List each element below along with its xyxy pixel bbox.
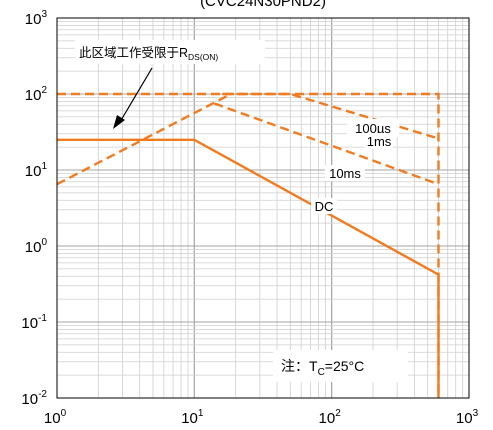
x-tick-label: 102 xyxy=(319,408,342,427)
plot-frame xyxy=(56,17,470,399)
x-tick-label: 101 xyxy=(181,408,204,427)
y-tick-label: 102 xyxy=(25,85,48,104)
rds-arrow-head xyxy=(113,115,125,129)
rds-annotation-bg xyxy=(75,40,265,64)
annotations: 此区域工作受限于RDS(ON) 注：TC=25°C xyxy=(75,40,408,382)
y-tick-label: 10-2 xyxy=(21,389,47,408)
x-tick-label: 100 xyxy=(44,408,67,427)
series-label-100us: 100µs xyxy=(355,121,391,136)
y-tick-label: 103 xyxy=(25,9,48,28)
series-label-DC: DC xyxy=(315,199,334,214)
y-tick-label: 100 xyxy=(25,237,48,256)
x-tick-label: 103 xyxy=(456,408,479,427)
curve-100us xyxy=(57,92,440,398)
curve-10ms xyxy=(213,102,439,186)
series-label-1ms: 1ms xyxy=(367,134,392,149)
note-bg xyxy=(273,350,408,382)
y-tick-label: 10-1 xyxy=(21,313,47,332)
series-label-10ms: 10ms xyxy=(329,166,361,181)
rds-arrow-shaft xyxy=(119,67,153,123)
tick-labels: 100 101 102 103 10-2 10-1 100 101 102 103 xyxy=(21,9,478,427)
label-bg-DC xyxy=(311,198,337,214)
rds-annotation-text: 此区域工作受限于RDS(ON) xyxy=(79,46,218,62)
chart-title: (CVC24N30PND2) xyxy=(200,0,326,10)
curve-1ms xyxy=(222,92,439,140)
label-bg-100us xyxy=(347,119,399,137)
label-bg-10ms xyxy=(325,165,365,181)
temperature-note: 注：TC=25°C xyxy=(281,358,364,378)
rds-limit-line xyxy=(56,92,232,186)
grid xyxy=(56,17,470,399)
y-tick-label: 101 xyxy=(25,161,48,180)
label-bg-1ms xyxy=(365,133,393,149)
